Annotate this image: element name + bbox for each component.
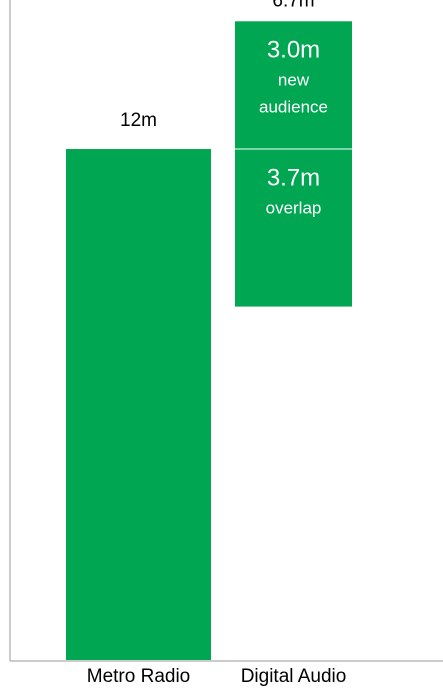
- bar-segment: [235, 149, 352, 307]
- value-label: 12m: [120, 110, 157, 131]
- segment-name: overlap: [266, 199, 322, 218]
- x-tick-label: Digital Audio: [241, 666, 347, 687]
- value-label: 6.7m: [272, 0, 314, 11]
- segment-value-label: 3.7m: [267, 164, 320, 191]
- segment-name: new audience: [259, 71, 328, 117]
- segment-value-label: 3.0m: [267, 37, 320, 64]
- bar-segment: [235, 21, 352, 150]
- bar: [66, 149, 211, 660]
- x-tick-label: Metro Radio: [87, 666, 191, 687]
